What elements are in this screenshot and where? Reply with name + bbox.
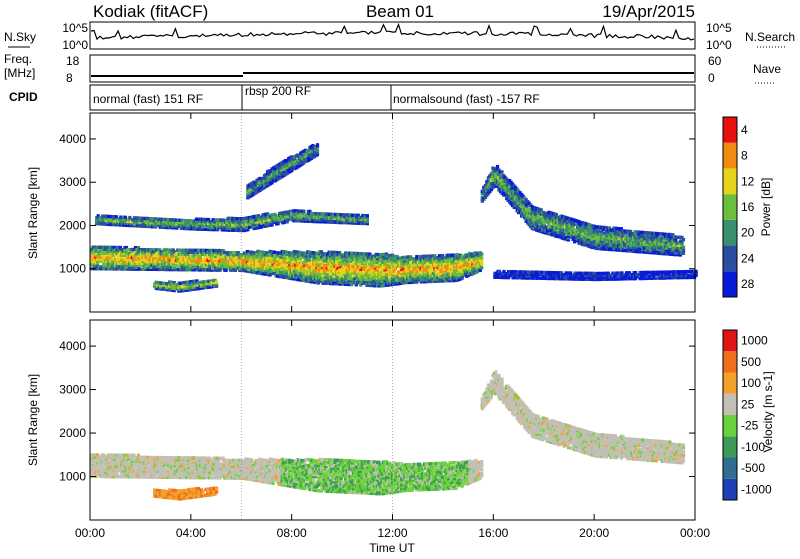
echo-cell bbox=[500, 170, 503, 173]
echo-cell bbox=[556, 231, 559, 234]
freq-panel-frame bbox=[90, 55, 695, 82]
echo-cell bbox=[453, 269, 456, 272]
echo-cell bbox=[674, 235, 677, 238]
nave-label: Nave bbox=[753, 62, 781, 76]
echo-band-3 bbox=[246, 143, 319, 199]
noise-tick-bottom-right: 10^0 bbox=[706, 38, 732, 52]
date-title: 19/Apr/2015 bbox=[602, 2, 695, 21]
echo-cell bbox=[126, 248, 129, 251]
noise-panel-frame bbox=[90, 22, 695, 49]
echo-cell bbox=[623, 249, 626, 252]
echo-cell bbox=[311, 212, 314, 215]
echo-cell bbox=[115, 215, 118, 218]
cpid-label: CPID bbox=[9, 90, 38, 104]
echo-band-1 bbox=[90, 246, 483, 288]
echo-cell bbox=[182, 249, 185, 252]
freq-tick-top: 18 bbox=[66, 54, 80, 68]
echo-cell bbox=[195, 218, 198, 221]
echo-cell bbox=[429, 254, 432, 257]
echo-cell bbox=[366, 214, 369, 217]
echo-cell bbox=[204, 228, 207, 231]
echo-cell bbox=[308, 258, 311, 261]
freq-unit-label: [MHz] bbox=[4, 66, 35, 80]
echo-cell bbox=[178, 249, 181, 252]
echo-cell bbox=[588, 223, 591, 226]
echo-cell bbox=[271, 181, 274, 184]
echo-cell bbox=[682, 238, 685, 241]
echo-cell bbox=[480, 252, 483, 255]
echo-cell bbox=[682, 246, 685, 249]
echo-cell bbox=[128, 216, 131, 219]
freq-tick-bottom: 8 bbox=[66, 71, 73, 85]
noise-tick-top-left: 10^5 bbox=[62, 21, 88, 35]
echo-cell bbox=[643, 250, 646, 253]
echo-cell bbox=[271, 213, 274, 216]
echo-cell bbox=[649, 231, 652, 234]
nsky-label: N.Sky bbox=[4, 30, 36, 44]
cpid-segment-3: normalsound (fast) -157 RF bbox=[393, 92, 540, 106]
echo-cell bbox=[480, 256, 483, 259]
echo-band-2 bbox=[95, 209, 369, 232]
echo-cell bbox=[343, 269, 346, 272]
echo-cell bbox=[299, 251, 302, 254]
nave-tick-bottom: 0 bbox=[708, 71, 715, 85]
echo-cell bbox=[316, 149, 319, 152]
echo-cell bbox=[550, 233, 553, 236]
echo-cell bbox=[480, 260, 483, 263]
echo-cell bbox=[214, 249, 217, 252]
nave-tick-top: 60 bbox=[708, 54, 722, 68]
echo-cell bbox=[179, 282, 182, 285]
noise-tick-bottom-left: 10^0 bbox=[62, 38, 88, 52]
echo-cell bbox=[273, 251, 276, 254]
echo-cell bbox=[399, 256, 402, 259]
echo-cell bbox=[173, 264, 176, 267]
echo-cell bbox=[496, 165, 499, 168]
echo-cell bbox=[258, 177, 261, 180]
echo-band-4 bbox=[481, 165, 685, 257]
echo-cell bbox=[397, 270, 400, 273]
echo-cell bbox=[107, 259, 110, 262]
noise-sky-line bbox=[91, 25, 694, 40]
echo-cell bbox=[248, 226, 251, 229]
cpid-segment-2: rbsp 200 RF bbox=[245, 84, 311, 98]
echo-cell bbox=[499, 174, 502, 177]
echo-cells bbox=[90, 143, 698, 292]
echo-cell bbox=[302, 210, 305, 213]
noise-tick-top-right: 10^5 bbox=[706, 21, 732, 35]
echo-cell bbox=[573, 240, 576, 243]
echo-cell bbox=[480, 266, 483, 269]
nsearch-label: N.Search bbox=[745, 30, 795, 44]
station-title: Kodiak (fitACF) bbox=[93, 2, 208, 21]
echo-cell bbox=[307, 149, 310, 152]
echo-band-5 bbox=[153, 279, 218, 293]
echo-cell bbox=[248, 189, 251, 192]
noise-trace bbox=[91, 25, 694, 40]
freq-label: Freq. bbox=[4, 52, 32, 66]
echo-cell bbox=[123, 267, 126, 270]
echo-cell bbox=[316, 143, 319, 146]
cpid-segment-1: normal (fast) 151 RF bbox=[93, 92, 203, 106]
beam-title: Beam 01 bbox=[366, 2, 434, 21]
echo-cell bbox=[382, 253, 385, 256]
